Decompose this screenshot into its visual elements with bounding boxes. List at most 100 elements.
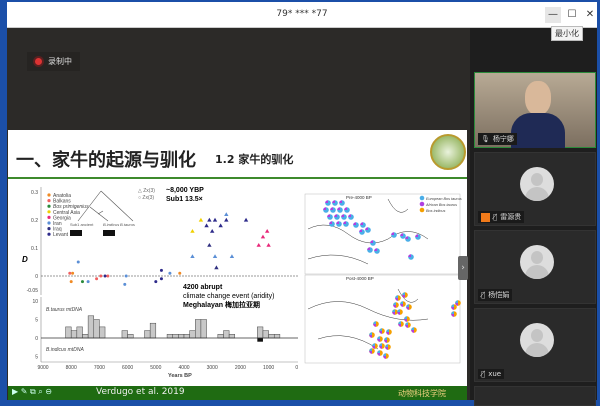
participant-panel: 🎙 杨宁娜 🎙̸ 雷源贵 🎙̸ 杨恺娟 🎙̸ xue [470, 28, 597, 406]
x-tick-label: 0 [295, 365, 298, 371]
pie-slice [373, 324, 376, 327]
map-legend-marker [419, 207, 425, 213]
participant-name-tag: 🎙̸ 雷源贵 [478, 211, 525, 223]
recording-indicator[interactable]: 录制中 [27, 52, 80, 71]
d-point [106, 274, 110, 278]
d-point [260, 234, 266, 239]
pie-slice [339, 200, 342, 203]
pie-slice [372, 346, 375, 349]
map-coastlines [307, 198, 429, 350]
d-point [264, 229, 270, 233]
d-point [210, 229, 215, 233]
d-point [178, 271, 182, 275]
title-bar: 79* *** *77 — ☐ ✕ [7, 2, 597, 28]
d-point [80, 280, 84, 284]
legend-zx4: ○ Zx(3) [138, 195, 154, 201]
pie-slice [341, 214, 344, 217]
d-axis-label: D [22, 255, 28, 264]
map-legend-marker [419, 201, 425, 207]
hist-bar-taurus [262, 330, 269, 339]
next-slide-button[interactable]: › [458, 256, 468, 280]
pie-slice [405, 325, 408, 328]
maximize-button[interactable]: ☐ [567, 9, 577, 20]
close-button[interactable]: ✕ [585, 9, 595, 20]
title-divider [8, 177, 467, 179]
d-point [159, 277, 163, 281]
hist-bar-taurus [149, 322, 157, 339]
pie-slice [367, 247, 370, 250]
tree-leaf-label: Sub1 ancient [70, 222, 94, 227]
d-point [198, 217, 204, 222]
d-point [204, 223, 209, 228]
d-point [71, 271, 75, 275]
video-tile-speaker[interactable]: 🎙 杨宁娜 [474, 72, 596, 148]
hist-bar-taurus [257, 326, 264, 339]
speaker-body [511, 113, 565, 148]
pie-slice [336, 221, 339, 224]
hist-bar-taurus [65, 326, 72, 339]
d-point [86, 280, 90, 284]
tree-leaf-label: B.indicus [103, 222, 119, 227]
hist-bar-taurus [121, 330, 128, 339]
hist-bar-taurus [268, 334, 275, 339]
video-tile[interactable]: 🎙̸ 杨恺娟 [474, 230, 596, 304]
d-point [123, 282, 127, 286]
legend-marker [47, 221, 51, 225]
pie-slice [384, 340, 387, 343]
legend-marker [47, 193, 51, 197]
pie-slice [398, 324, 401, 327]
pie-slice [400, 304, 403, 307]
pie-slice [386, 332, 389, 335]
pie-slice [348, 214, 351, 217]
d-point [68, 271, 72, 275]
d-point [124, 274, 128, 278]
legend-label: Iraq [53, 227, 62, 233]
hist-bar-taurus [76, 326, 83, 339]
x-tick-label: 8000 [66, 365, 77, 371]
pie-slice [392, 312, 395, 315]
map-post-4000 [304, 274, 461, 364]
pie-slice [405, 236, 408, 239]
d-point [256, 243, 261, 247]
annotation: Meghalayan 梅加拉亚期 [183, 300, 260, 309]
x-tick-label: 7000 [94, 365, 105, 371]
hist-bar-taurus [166, 334, 173, 339]
legend-zx3: △ Zx(3) [138, 188, 155, 194]
video-tile[interactable] [474, 386, 596, 406]
speaker-face [525, 81, 551, 115]
university-logo [430, 134, 466, 170]
d-point [229, 254, 235, 258]
pie-slice [332, 200, 335, 203]
x-tick-label: 5000 [150, 365, 161, 371]
citation: Verdugo et al. 2019 [96, 387, 185, 397]
pie-slice [325, 200, 328, 203]
legend-marker [47, 210, 51, 214]
pie-slice [383, 356, 386, 359]
d-point [207, 243, 212, 247]
pie-slice [397, 312, 400, 315]
legend-marker [47, 227, 51, 231]
pie-slice [370, 240, 373, 243]
d-tick-label: 0.1 [31, 246, 38, 252]
hist-bar-taurus [93, 319, 100, 339]
pie-slice [408, 254, 411, 257]
pie-slice [353, 222, 356, 225]
d-point [218, 223, 223, 228]
hist-bar-taurus [99, 326, 106, 339]
phylo-tree [77, 190, 134, 222]
hist-bar-taurus [273, 334, 281, 339]
legend-marker [47, 215, 51, 219]
slide-footer: ▶ ✎ ⧉ ⌕ ⊖ Verdugo et al. 2019 动物科技学院 [8, 386, 467, 400]
hist-label: B.indicus mtDNA [46, 347, 84, 353]
video-tile[interactable]: 🎙̸ 雷源贵 [474, 152, 596, 226]
minimize-button[interactable]: — [545, 7, 561, 23]
slide-toolbar-icons[interactable]: ▶ ✎ ⧉ ⌕ ⊖ [12, 387, 52, 396]
d-point [159, 268, 163, 272]
video-tile[interactable]: 🎙̸ xue [474, 308, 596, 382]
hist-tick-label: 5 [35, 355, 38, 361]
hist-bar-taurus [200, 319, 207, 339]
d-point [266, 243, 271, 247]
pie-slice [404, 319, 407, 322]
minimize-tooltip: 最小化 [551, 26, 583, 41]
